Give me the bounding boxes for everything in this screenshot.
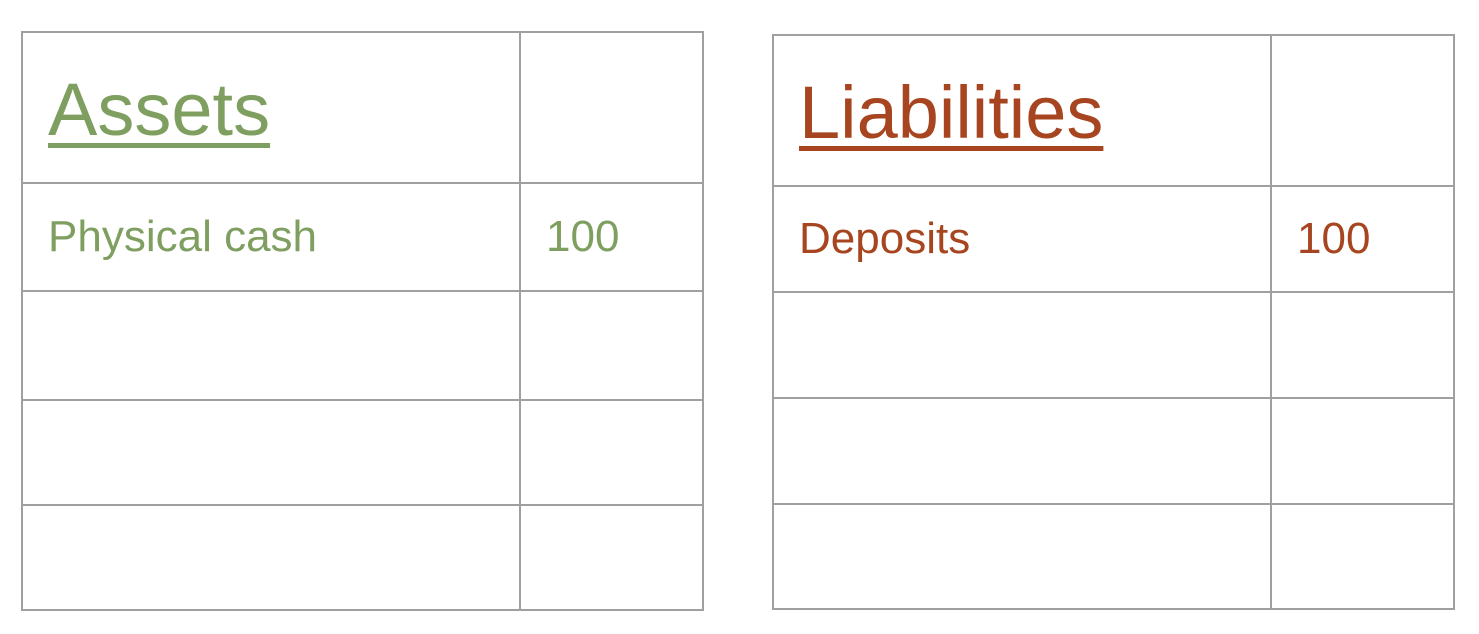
assets-row-value-cell — [519, 504, 704, 611]
liabilities-row-value: 100 — [1297, 214, 1371, 263]
assets-title: Assets — [48, 67, 271, 151]
liabilities-row-label-cell — [772, 397, 1272, 505]
assets-header-row: Assets — [21, 31, 704, 184]
assets-row-value-cell — [519, 290, 704, 401]
liabilities-row-label-cell — [772, 503, 1272, 610]
liabilities-header-value-cell — [1270, 34, 1455, 187]
assets-row-label-cell — [21, 290, 521, 401]
assets-row: Physical cash 100 — [21, 182, 704, 292]
liabilities-row — [772, 291, 1455, 399]
assets-row-value-cell: 100 — [519, 182, 704, 292]
liabilities-row-label-cell — [772, 291, 1272, 399]
assets-table: Assets Physical cash 100 — [21, 31, 704, 611]
liabilities-row-value-cell — [1270, 397, 1455, 505]
assets-row-value-cell — [519, 399, 704, 506]
liabilities-row-value-cell — [1270, 291, 1455, 399]
assets-row-label: Physical cash — [48, 212, 318, 261]
liabilities-header-row: Liabilities — [772, 34, 1455, 187]
liabilities-row — [772, 397, 1455, 505]
assets-header-value-cell — [519, 31, 704, 184]
liabilities-row-label-cell: Deposits — [772, 185, 1272, 293]
assets-row — [21, 399, 704, 506]
liabilities-title: Liabilities — [799, 70, 1104, 154]
assets-row-value: 100 — [546, 212, 620, 261]
assets-title-cell: Assets — [21, 31, 521, 184]
assets-row-label-cell — [21, 504, 521, 611]
assets-row — [21, 504, 704, 611]
liabilities-row — [772, 503, 1455, 610]
assets-row-label-cell — [21, 399, 521, 506]
liabilities-row-value-cell: 100 — [1270, 185, 1455, 293]
liabilities-title-cell: Liabilities — [772, 34, 1272, 187]
liabilities-row-label: Deposits — [799, 214, 971, 263]
assets-row — [21, 290, 704, 401]
assets-row-label-cell: Physical cash — [21, 182, 521, 292]
liabilities-row-value-cell — [1270, 503, 1455, 610]
liabilities-table: Liabilities Deposits 100 — [772, 34, 1455, 610]
liabilities-row: Deposits 100 — [772, 185, 1455, 293]
